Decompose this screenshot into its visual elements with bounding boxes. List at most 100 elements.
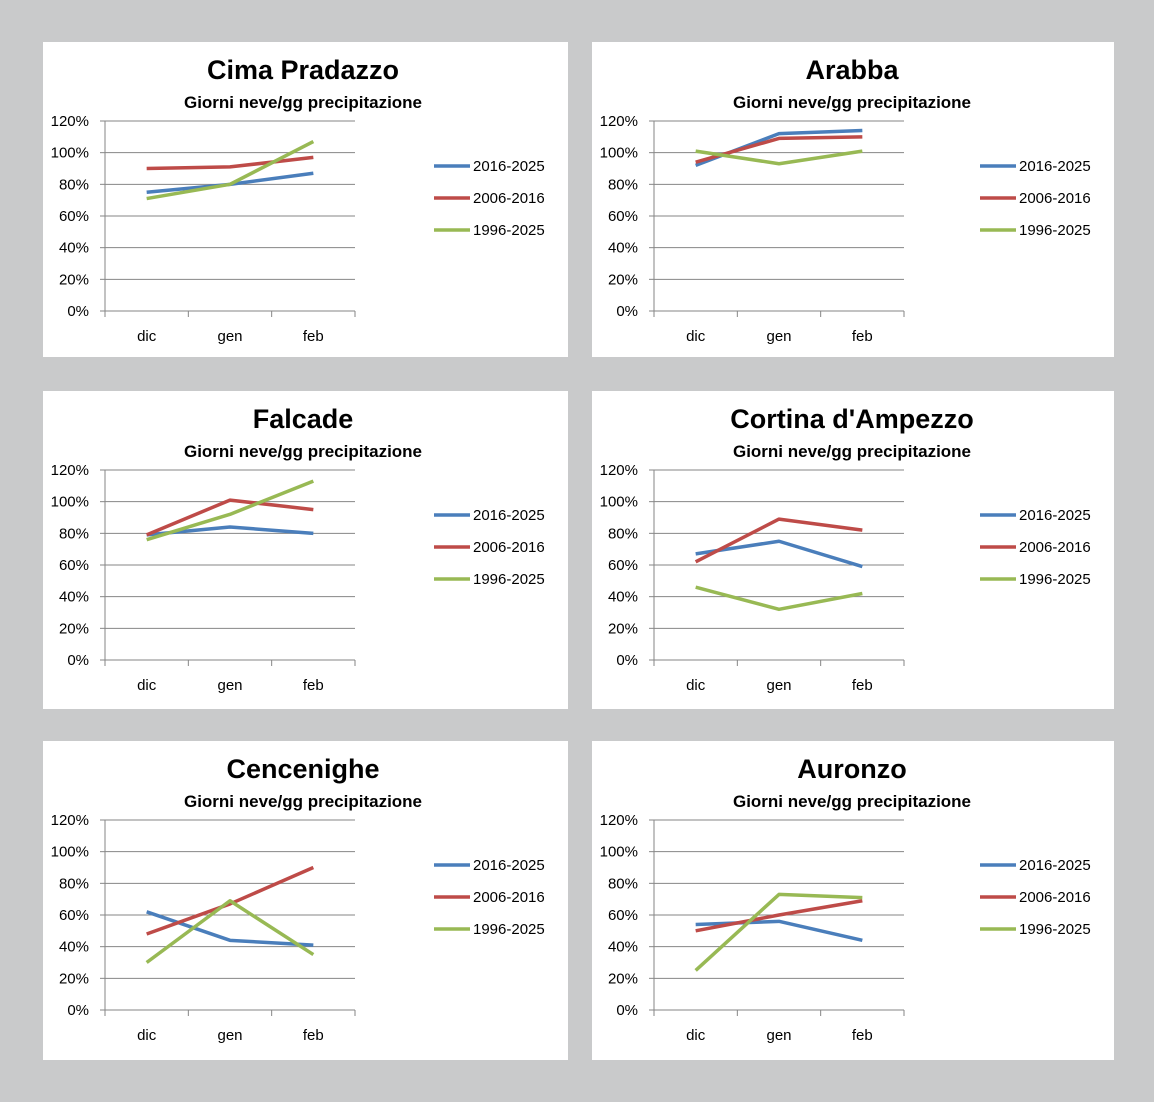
- series-line-2006-2016: [695, 899, 863, 933]
- x-tick-label: dic: [686, 328, 706, 345]
- chart-title: Falcade: [253, 404, 354, 434]
- series-line-1996-2025: [146, 479, 314, 542]
- y-tick-label: 40%: [608, 589, 638, 606]
- chart-svg: Cortina d'Ampezzo Giorni neve/gg precipit…: [600, 404, 1091, 694]
- y-tick-label: 20%: [608, 970, 638, 987]
- x-tick-label: feb: [303, 1027, 324, 1044]
- y-tick-label: 80%: [59, 176, 89, 193]
- y-tick-label: 100%: [51, 494, 89, 511]
- legend-label: 2006-2016: [473, 889, 545, 906]
- x-tick-label: feb: [852, 1027, 873, 1044]
- x-tick-label: feb: [303, 677, 324, 694]
- legend-label: 2016-2025: [473, 158, 545, 175]
- y-tick-label: 20%: [608, 271, 638, 288]
- y-tick-label: 100%: [600, 844, 638, 861]
- chart-panel-cortina: Cortina d'Ampezzo Giorni neve/gg precipit…: [592, 391, 1114, 709]
- legend-label: 1996-2025: [1019, 571, 1091, 588]
- chart-subtitle: Giorni neve/gg precipitazione: [184, 442, 422, 461]
- legend-label: 2006-2016: [473, 539, 545, 556]
- y-tick-label: 100%: [600, 494, 638, 511]
- y-tick-label: 20%: [59, 271, 89, 288]
- chart-panel-falcade: Falcade Giorni neve/gg precipitazione 0% 20…: [43, 391, 568, 709]
- y-tick-label: 60%: [59, 907, 89, 924]
- y-tick-label: 20%: [59, 970, 89, 987]
- x-tick-label: dic: [137, 328, 157, 345]
- legend-label: 2006-2016: [473, 190, 545, 207]
- y-tick-label: 80%: [59, 875, 89, 892]
- y-tick-label: 80%: [608, 176, 638, 193]
- y-tick-label: 0%: [616, 1002, 638, 1019]
- legend-label: 1996-2025: [473, 571, 545, 588]
- series-line-1996-2025: [146, 140, 315, 201]
- y-tick-label: 120%: [51, 462, 89, 479]
- legend-label: 1996-2025: [473, 921, 545, 938]
- chart-subtitle: Giorni neve/gg precipitazione: [733, 93, 971, 112]
- chart-svg: Cima Pradazzo Giorni neve/gg precipitazio…: [51, 55, 545, 345]
- series-line-1996-2025: [695, 585, 863, 612]
- x-tick-label: feb: [303, 328, 324, 345]
- y-tick-label: 60%: [608, 557, 638, 574]
- y-tick-label: 40%: [59, 939, 89, 956]
- chart-panel-auronzo: Auronzo Giorni neve/gg precipitazione 0% 20…: [592, 741, 1114, 1060]
- y-tick-label: 80%: [608, 875, 638, 892]
- x-tick-label: gen: [217, 328, 242, 345]
- legend-label: 2016-2025: [473, 507, 545, 524]
- series-line-2016-2025: [695, 539, 863, 569]
- legend-label: 2006-2016: [1019, 889, 1091, 906]
- legend-label: 2016-2025: [1019, 507, 1091, 524]
- y-tick-label: 80%: [59, 525, 89, 542]
- y-tick-label: 40%: [608, 240, 638, 257]
- series-line-2006-2016: [145, 498, 314, 537]
- y-tick-label: 0%: [67, 652, 89, 669]
- series-line-1996-2025: [145, 899, 315, 964]
- y-tick-label: 120%: [51, 113, 89, 130]
- y-tick-label: 60%: [608, 907, 638, 924]
- y-tick-label: 40%: [59, 240, 89, 257]
- chart-title: Cima Pradazzo: [207, 55, 399, 85]
- y-tick-label: 60%: [59, 208, 89, 225]
- series-line-2016-2025: [146, 910, 314, 947]
- y-tick-label: 120%: [51, 812, 89, 829]
- legend-label: 2006-2016: [1019, 190, 1091, 207]
- y-tick-label: 100%: [51, 145, 89, 162]
- chart-panel-arabba: Arabba Giorni neve/gg precipitazione 0% 20%…: [592, 42, 1114, 357]
- legend-label: 1996-2025: [1019, 921, 1091, 938]
- y-tick-label: 40%: [59, 589, 89, 606]
- x-tick-label: gen: [766, 328, 791, 345]
- series-line-1996-2025: [695, 149, 863, 166]
- y-tick-label: 0%: [616, 303, 638, 320]
- x-tick-label: gen: [217, 677, 242, 694]
- chart-subtitle: Giorni neve/gg precipitazione: [733, 442, 971, 461]
- chart-subtitle: Giorni neve/gg precipitazione: [184, 93, 422, 112]
- y-tick-label: 100%: [600, 145, 638, 162]
- chart-svg: Cencenighe Giorni neve/gg precipitazione 0…: [51, 754, 545, 1044]
- chart-subtitle: Giorni neve/gg precipitazione: [733, 792, 971, 811]
- series-line-2006-2016: [695, 135, 863, 164]
- series-line-2006-2016: [146, 865, 315, 936]
- chart-panel-cencenighe: Cencenighe Giorni neve/gg precipitazione 0…: [43, 741, 568, 1060]
- x-tick-label: dic: [686, 1027, 706, 1044]
- x-tick-label: gen: [217, 1027, 242, 1044]
- legend-label: 2016-2025: [1019, 857, 1091, 874]
- y-tick-label: 120%: [600, 113, 638, 130]
- y-tick-label: 100%: [51, 844, 89, 861]
- chart-title: Cencenighe: [226, 754, 379, 784]
- legend-label: 1996-2025: [473, 222, 545, 239]
- chart-subtitle: Giorni neve/gg precipitazione: [184, 792, 422, 811]
- y-tick-label: 60%: [608, 208, 638, 225]
- chart-title: Arabba: [805, 55, 899, 85]
- x-tick-label: dic: [686, 677, 706, 694]
- y-tick-label: 20%: [59, 620, 89, 637]
- y-tick-label: 80%: [608, 525, 638, 542]
- y-tick-label: 120%: [600, 462, 638, 479]
- legend-label: 1996-2025: [1019, 222, 1091, 239]
- x-tick-label: dic: [137, 677, 157, 694]
- y-tick-label: 0%: [67, 303, 89, 320]
- series-line-2006-2016: [146, 155, 314, 171]
- series-line-2006-2016: [694, 517, 863, 564]
- chart-svg: Falcade Giorni neve/gg precipitazione 0% 20…: [51, 404, 545, 694]
- x-tick-label: dic: [137, 1027, 157, 1044]
- x-tick-label: feb: [852, 677, 873, 694]
- x-tick-label: gen: [766, 1027, 791, 1044]
- chart-svg: Arabba Giorni neve/gg precipitazione 0% 20%…: [600, 55, 1091, 345]
